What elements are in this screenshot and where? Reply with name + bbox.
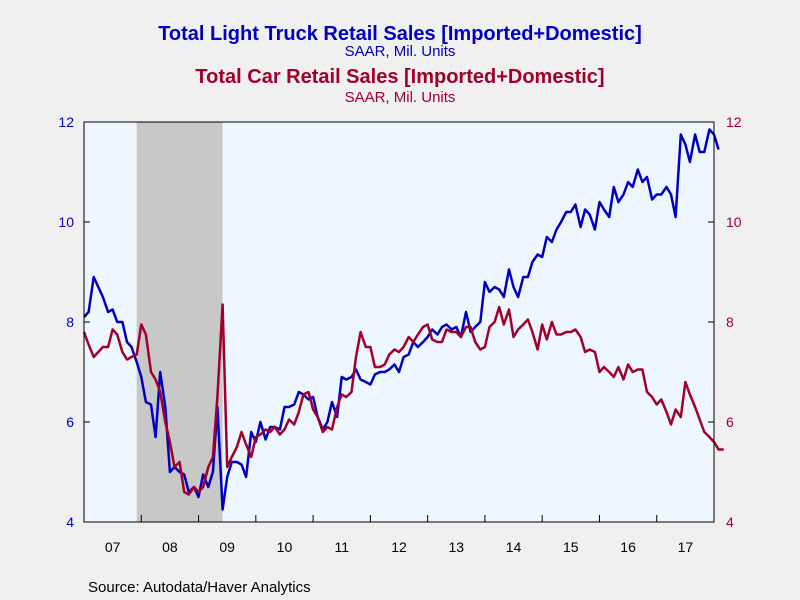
axis-layer: 4 6 8 10 12 4 6 8 10 12 07 08 09 10 11 12 13 14 15 16 17 <box>58 114 741 555</box>
right-y-tick-label: 12 <box>726 114 742 130</box>
car-subtitle: SAAR, Mil. Units <box>345 89 456 106</box>
right-y-tick-label: 8 <box>726 314 734 330</box>
x-tick-label: 10 <box>277 539 293 555</box>
right-y-tick-label: 4 <box>726 514 734 530</box>
x-tick-label: 13 <box>448 539 464 555</box>
left-y-tick-label: 4 <box>66 514 74 530</box>
car-title: Total Car Retail Sales [Imported+Domesti… <box>195 66 604 88</box>
truck-subtitle: SAAR, Mil. Units <box>345 43 456 60</box>
x-tick-label: 07 <box>105 539 121 555</box>
source-note: Source: Autodata/Haver Analytics <box>88 579 311 596</box>
left-y-tick-label: 12 <box>58 114 74 130</box>
series-layer <box>82 128 724 511</box>
right-y-tick-label: 6 <box>726 414 734 430</box>
recession-shading <box>136 122 223 522</box>
left-y-tick-label: 10 <box>58 214 74 230</box>
right-y-tick-label: 10 <box>726 214 742 230</box>
x-tick-label: 12 <box>391 539 407 555</box>
x-tick-label: 16 <box>620 539 636 555</box>
x-tick-label: 15 <box>563 539 579 555</box>
car-series-line <box>82 303 724 496</box>
x-tick-label: 17 <box>678 539 694 555</box>
x-tick-label: 08 <box>162 539 178 555</box>
x-tick-label: 09 <box>219 539 235 555</box>
left-y-tick-label: 6 <box>66 414 74 430</box>
left-y-tick-label: 8 <box>66 314 74 330</box>
x-tick-label: 14 <box>506 539 522 555</box>
x-tick-label: 11 <box>334 539 349 555</box>
truck-title: Total Light Truck Retail Sales [Imported… <box>158 23 642 45</box>
